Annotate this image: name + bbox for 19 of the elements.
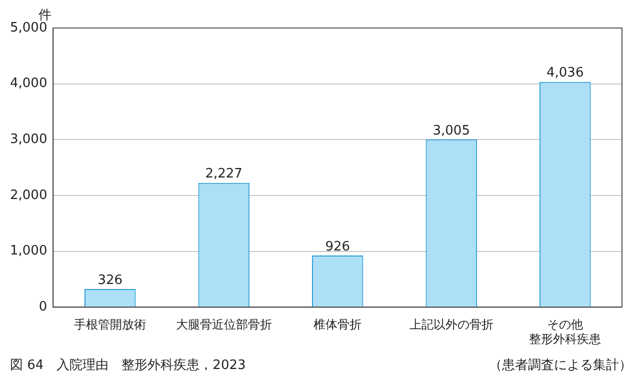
x-tick-label: 椎体骨折 [314, 318, 362, 332]
x-tick-label: 大腿骨近位部骨折 [176, 318, 272, 332]
y-tick-label: 2,000 [10, 188, 48, 203]
y-tick-label: 4,000 [10, 76, 48, 92]
y-tick-label: 0 [38, 300, 48, 315]
data-label: 3,005 [432, 123, 470, 138]
data-label: 2,227 [205, 166, 242, 182]
data-label: 926 [325, 239, 350, 254]
y-tick-label: 1,000 [10, 244, 48, 259]
x-tick-label: 上記以外の骨折 [409, 318, 494, 332]
y-axis-title: 件 [38, 8, 52, 23]
data-label: 4,036 [546, 66, 584, 81]
x-tick-label: その他整形外科疾患 [529, 318, 602, 346]
y-tick-label: 5,000 [10, 20, 48, 36]
y-tick-label: 3,000 [10, 132, 48, 148]
text: （患者調査による集計） [489, 357, 632, 374]
x-tick-label: 手根管開放術 [74, 318, 146, 332]
data-label: 326 [98, 272, 123, 288]
text: 図 64 入院理由 整形外科疾患，2023 [10, 357, 246, 374]
